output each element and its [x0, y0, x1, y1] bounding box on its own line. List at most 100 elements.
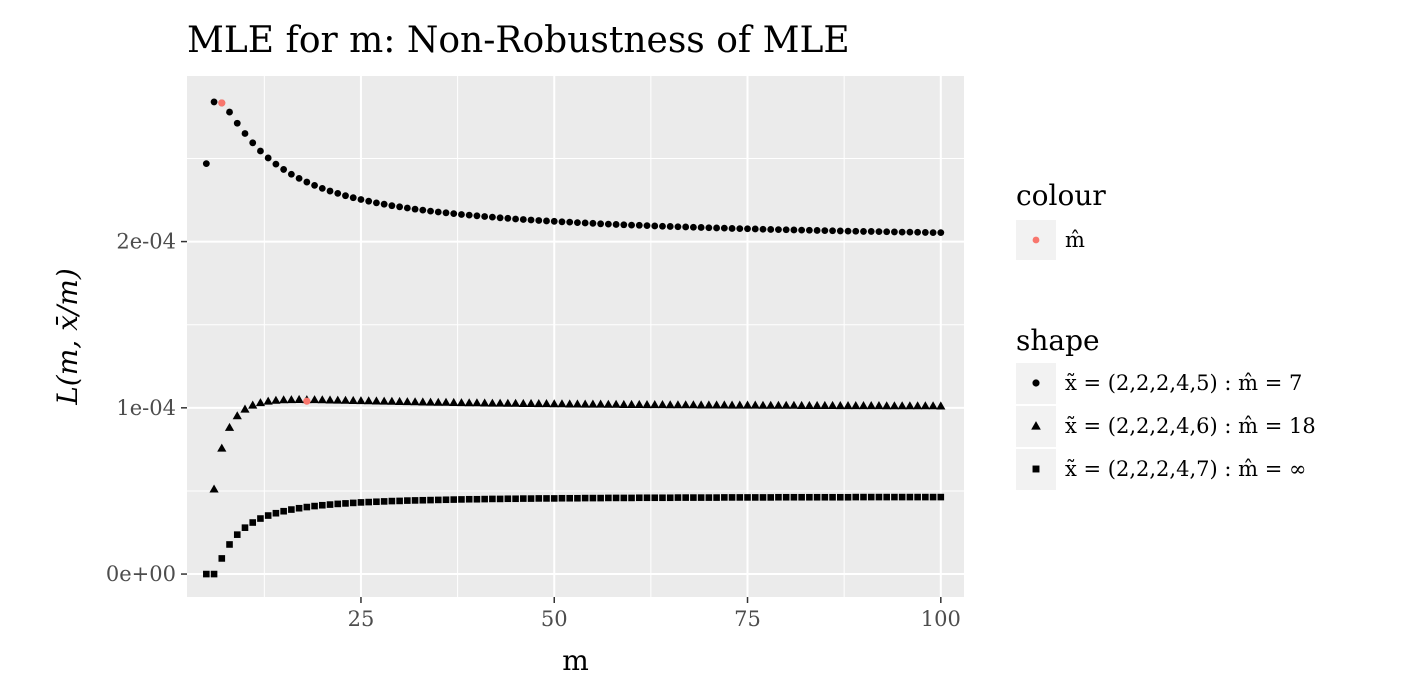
data-point — [643, 222, 651, 230]
data-point — [287, 170, 295, 178]
data-point — [836, 493, 844, 501]
data-point — [626, 399, 637, 408]
data-point — [357, 196, 365, 203]
data-point — [572, 399, 583, 408]
data-point — [727, 400, 737, 409]
legend-key-symbol — [1032, 236, 1040, 244]
data-point — [233, 531, 241, 538]
data-point — [402, 397, 412, 406]
data-point — [264, 154, 272, 162]
data-point — [318, 501, 326, 509]
data-point — [425, 397, 436, 406]
data-point — [441, 397, 451, 406]
data-point — [713, 224, 720, 232]
data-point — [782, 493, 790, 501]
data-point — [241, 130, 249, 137]
data-point — [620, 494, 628, 502]
data-point — [891, 493, 898, 501]
data-point — [711, 400, 722, 409]
data-point — [589, 494, 597, 502]
data-point — [255, 398, 266, 407]
data-point — [929, 493, 937, 501]
data-point — [534, 399, 544, 408]
data-point — [410, 397, 420, 406]
data-point — [481, 213, 489, 220]
data-point — [271, 395, 281, 404]
x-axis-title: m — [562, 644, 589, 677]
data-point — [820, 400, 830, 409]
data-point — [419, 496, 427, 504]
data-point — [288, 506, 295, 513]
data-point — [836, 227, 844, 235]
data-point — [775, 226, 782, 234]
data-point — [883, 228, 891, 236]
data-point — [473, 495, 481, 503]
data-point — [852, 227, 860, 235]
data-point — [829, 493, 836, 501]
data-point — [349, 499, 357, 507]
legend-key-symbol — [1032, 465, 1040, 473]
data-point — [673, 400, 683, 409]
data-point — [860, 493, 867, 501]
data-point — [326, 501, 334, 508]
data-point — [843, 401, 853, 410]
data-point — [450, 210, 458, 218]
data-point — [380, 498, 388, 505]
data-point — [550, 495, 558, 502]
data-point — [790, 226, 798, 234]
data-point — [704, 400, 714, 409]
data-point — [311, 181, 318, 189]
data-point — [682, 494, 689, 501]
data-point — [286, 395, 296, 404]
data-point — [574, 494, 581, 502]
legend-title-colour: colour — [1016, 179, 1106, 212]
highlight-points — [218, 99, 311, 405]
data-point — [781, 400, 791, 409]
data-point — [666, 494, 674, 502]
data-point — [914, 228, 922, 236]
data-point — [728, 494, 736, 501]
data-point — [434, 496, 442, 504]
data-point — [744, 494, 751, 501]
data-point — [340, 395, 351, 404]
mle-point — [303, 397, 311, 405]
data-point — [604, 220, 612, 228]
data-point — [898, 228, 906, 236]
chart-title-text: MLE for m: Non-Robustness of MLE — [187, 20, 850, 61]
data-point — [373, 199, 380, 207]
data-point — [202, 160, 210, 168]
data-point — [883, 493, 890, 501]
data-point — [735, 400, 745, 409]
data-point — [510, 398, 521, 407]
data-point — [728, 225, 736, 232]
data-point — [805, 226, 813, 234]
data-point — [342, 500, 349, 507]
data-point — [858, 401, 869, 410]
data-point — [875, 228, 883, 236]
data-point — [232, 411, 242, 420]
data-point — [364, 396, 374, 405]
data-point — [721, 494, 728, 501]
data-point — [597, 220, 605, 228]
data-point — [465, 495, 473, 503]
data-point — [742, 400, 753, 409]
data-point — [458, 211, 465, 218]
data-point — [480, 398, 490, 407]
data-point — [759, 225, 767, 233]
data-point — [558, 218, 566, 226]
data-point — [906, 228, 914, 236]
data-point — [766, 400, 776, 409]
legend-label: x̃ = (2,2,2,4,7) : m̂ = ∞ — [1065, 457, 1306, 481]
data-point — [867, 228, 875, 235]
data-point — [210, 570, 218, 578]
data-point — [489, 495, 496, 503]
data-point — [596, 399, 606, 408]
data-point — [224, 422, 235, 431]
data-point — [263, 396, 273, 405]
data-point — [317, 395, 327, 404]
data-point — [427, 207, 434, 215]
data-point — [272, 509, 280, 517]
data-point — [697, 224, 705, 231]
data-point — [249, 139, 257, 147]
data-point — [589, 219, 597, 227]
